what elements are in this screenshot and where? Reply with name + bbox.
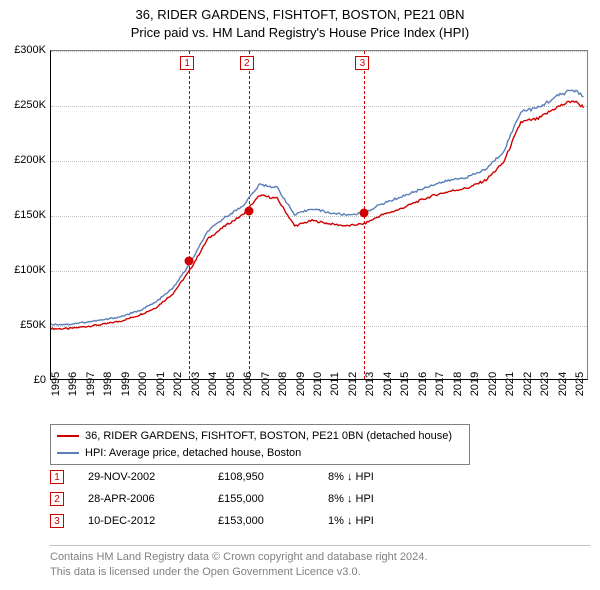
xtick-label: 2008 — [277, 372, 289, 396]
events-table: 1 29-NOV-2002£108,9508% ↓ HPI 2 28-APR-2006… — [50, 466, 428, 532]
xtick-label: 2011 — [329, 372, 341, 396]
xtick-label: 2016 — [417, 372, 429, 396]
series-hpi — [51, 90, 584, 325]
xtick-label: 2012 — [347, 372, 359, 396]
xtick-label: 2010 — [312, 372, 324, 396]
event-row: 2 28-APR-2006£155,0008% ↓ HPI — [50, 488, 428, 510]
ytick-label: £50K — [20, 319, 46, 331]
xtick-label: 2019 — [469, 372, 481, 396]
ytick-label: £200K — [14, 154, 46, 166]
xtick-label: 1999 — [120, 372, 132, 396]
event-row-price: £155,000 — [218, 493, 328, 505]
xtick-label: 1995 — [50, 372, 62, 396]
event-row-date: 29-NOV-2002 — [88, 471, 218, 483]
event-row: 3 10-DEC-2012£153,0001% ↓ HPI — [50, 510, 428, 532]
xtick-label: 2015 — [399, 372, 411, 396]
title-line-2: Price paid vs. HM Land Registry's House … — [0, 24, 600, 42]
xtick-label: 2002 — [172, 372, 184, 396]
event-row-badge: 2 — [50, 492, 64, 506]
legend: 36, RIDER GARDENS, FISHTOFT, BOSTON, PE2… — [50, 424, 470, 465]
xtick-label: 2022 — [522, 372, 534, 396]
event-row-price: £153,000 — [218, 515, 328, 527]
event-marker-dot — [185, 257, 194, 266]
xtick-label: 2021 — [504, 372, 516, 396]
xtick-label: 2017 — [434, 372, 446, 396]
xtick-label: 2020 — [487, 372, 499, 396]
xtick-label: 2025 — [574, 372, 586, 396]
legend-row-price-paid: 36, RIDER GARDENS, FISHTOFT, BOSTON, PE2… — [57, 428, 463, 445]
xtick-label: 1996 — [67, 372, 79, 396]
attribution-line-1: Contains HM Land Registry data © Crown c… — [50, 550, 590, 565]
legend-row-hpi: HPI: Average price, detached house, Bost… — [57, 445, 463, 462]
attribution-line-2: This data is licensed under the Open Gov… — [50, 565, 590, 580]
xtick-label: 2024 — [557, 372, 569, 396]
xtick-label: 1998 — [102, 372, 114, 396]
line-plot — [51, 51, 587, 379]
ytick-label: £0 — [34, 374, 46, 386]
xtick-label: 2009 — [295, 372, 307, 396]
xtick-label: 2004 — [207, 372, 219, 396]
title-block: 36, RIDER GARDENS, FISHTOFT, BOSTON, PE2… — [0, 0, 600, 42]
xtick-label: 1997 — [85, 372, 97, 396]
event-row: 1 29-NOV-2002£108,9508% ↓ HPI — [50, 466, 428, 488]
xtick-label: 2014 — [382, 372, 394, 396]
event-marker-dot — [360, 208, 369, 217]
ytick-label: £300K — [14, 44, 46, 56]
event-row-price: £108,950 — [218, 471, 328, 483]
event-row-badge: 3 — [50, 514, 64, 528]
ytick-label: £100K — [14, 264, 46, 276]
legend-label-hpi: HPI: Average price, detached house, Bost… — [85, 445, 301, 462]
legend-swatch-price-paid — [57, 435, 79, 437]
series-price_paid — [51, 101, 584, 330]
xtick-label: 2006 — [242, 372, 254, 396]
legend-swatch-hpi — [57, 452, 79, 454]
legend-label-price-paid: 36, RIDER GARDENS, FISHTOFT, BOSTON, PE2… — [85, 428, 452, 445]
xtick-label: 2018 — [452, 372, 464, 396]
event-row-date: 28-APR-2006 — [88, 493, 218, 505]
event-row-delta: 8% ↓ HPI — [328, 493, 428, 505]
xtick-label: 2023 — [539, 372, 551, 396]
event-row-delta: 8% ↓ HPI — [328, 471, 428, 483]
title-line-1: 36, RIDER GARDENS, FISHTOFT, BOSTON, PE2… — [0, 6, 600, 24]
xtick-label: 2000 — [137, 372, 149, 396]
event-row-delta: 1% ↓ HPI — [328, 515, 428, 527]
xtick-label: 2005 — [225, 372, 237, 396]
xtick-label: 2007 — [260, 372, 272, 396]
event-badge: 1 — [180, 56, 194, 70]
event-badge: 2 — [240, 56, 254, 70]
plot-area — [50, 50, 588, 380]
ytick-label: £250K — [14, 99, 46, 111]
xtick-label: 2003 — [190, 372, 202, 396]
event-row-badge: 1 — [50, 470, 64, 484]
ytick-label: £150K — [14, 209, 46, 221]
xtick-label: 2013 — [364, 372, 376, 396]
event-badge: 3 — [355, 56, 369, 70]
xtick-label: 2001 — [155, 372, 167, 396]
chart-container: 36, RIDER GARDENS, FISHTOFT, BOSTON, PE2… — [0, 0, 600, 590]
event-row-date: 10-DEC-2012 — [88, 515, 218, 527]
event-marker-dot — [244, 206, 253, 215]
attribution: Contains HM Land Registry data © Crown c… — [50, 545, 590, 580]
